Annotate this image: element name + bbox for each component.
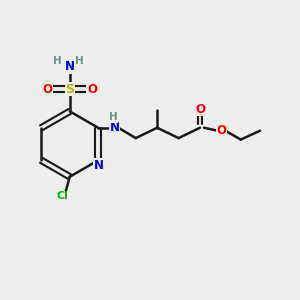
Text: H: H [109, 112, 117, 122]
Text: Cl: Cl [56, 191, 68, 201]
Text: H: H [53, 56, 62, 66]
Text: O: O [87, 82, 97, 96]
Text: O: O [195, 103, 205, 116]
Text: N: N [110, 121, 119, 134]
Text: O: O [43, 82, 52, 96]
Text: N: N [65, 60, 75, 73]
Text: N: N [94, 159, 104, 172]
Text: S: S [65, 82, 74, 96]
Text: O: O [216, 124, 226, 137]
Text: H: H [75, 56, 84, 66]
